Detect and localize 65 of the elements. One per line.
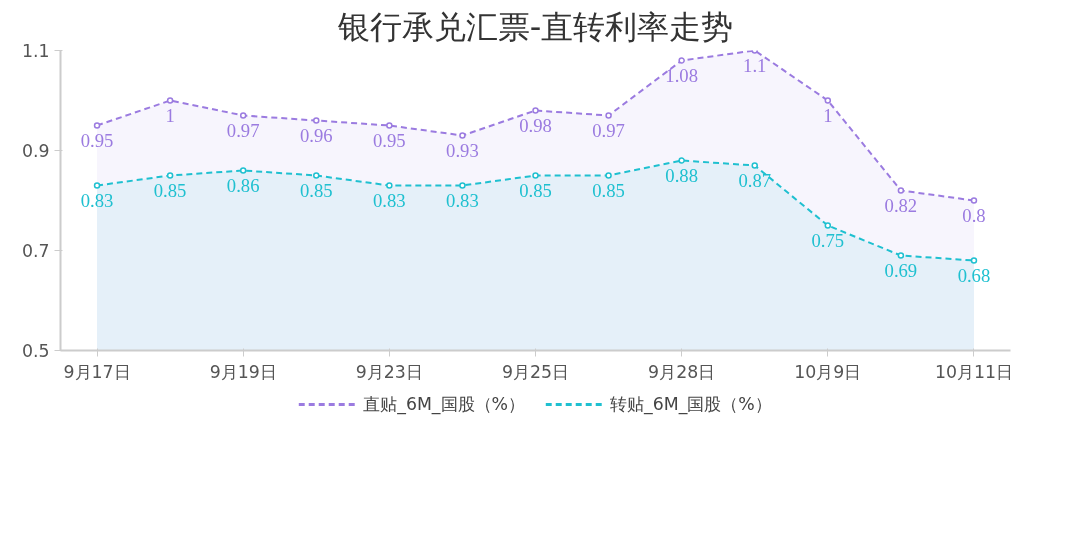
point [532,107,539,114]
data-label: 1.1 [743,54,767,76]
point [824,222,832,229]
point [313,172,320,179]
data-label: 0.69 [884,259,918,281]
data-label: 0.85 [519,179,552,201]
data-label: 0.85 [299,179,333,201]
y-tick-label: 1.1 [21,41,50,61]
data-label: 0.95 [80,129,114,151]
point [678,57,685,64]
x-tick-label: 9月28日 [648,361,716,382]
point [93,182,101,189]
point [239,167,247,174]
data-label: 0.93 [446,139,479,161]
data-label: 0.82 [884,194,918,216]
x-tick-label: 9月17日 [63,361,131,382]
point [824,97,832,104]
point [751,162,758,169]
point [532,172,539,179]
x-tick-label: 10月11日 [934,361,1014,382]
y-tick-label: 0.9 [21,141,50,161]
data-label: 0.88 [665,164,698,186]
point [897,187,905,194]
point [313,117,320,124]
point [386,122,393,129]
data-label: 0.83 [373,189,406,211]
point [239,112,247,119]
data-label: 1.08 [665,64,698,86]
y-tick-label: 0.5 [21,341,50,361]
data-label: 0.97 [592,119,625,141]
point [970,197,978,204]
data-label: 0.68 [957,264,991,286]
data-label: 0.96 [299,124,333,146]
point [459,132,466,139]
data-label: 0.85 [592,179,625,201]
point [459,182,466,189]
data-label: 0.86 [226,174,260,196]
legend-label: 转贴_6M_国股（%） [610,393,772,416]
data-label: 0.98 [519,114,552,136]
point [93,122,101,129]
data-label: 1 [823,104,833,126]
point [166,172,174,179]
chart-title: 银行承兑汇票-直转利率走势 [336,7,734,46]
data-label: 1 [165,104,175,126]
data-label: 0.75 [811,229,845,251]
point [678,157,685,164]
data-label: 0.97 [226,119,260,141]
x-tick-label: 9月25日 [501,361,570,382]
data-label: 0.85 [153,179,187,201]
data-label: 0.8 [962,204,986,226]
data-label: 0.95 [373,129,406,151]
point [897,252,905,259]
data-label: 0.83 [80,189,114,211]
x-tick-label: 9月19日 [209,361,277,382]
point [386,182,393,189]
data-label: 0.87 [738,169,772,191]
point [605,172,612,179]
x-tick-label: 9月23日 [355,361,423,382]
point [166,97,174,104]
data-label: 0.83 [446,189,479,211]
x-tick-label: 10月9日 [794,361,862,382]
point [970,257,978,264]
legend-label: 直贴_6M_国股（%） [363,393,525,416]
point [605,112,612,119]
y-tick-label: 0.7 [21,241,50,261]
